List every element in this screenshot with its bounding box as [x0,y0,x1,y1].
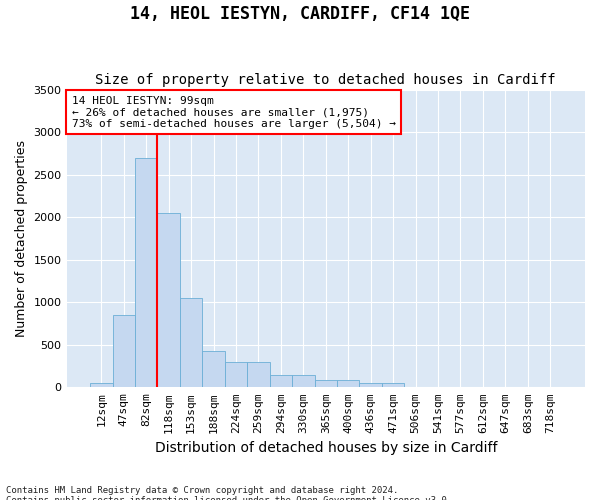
Bar [269,374,292,388]
Text: 14, HEOL IESTYN, CARDIFF, CF14 1QE: 14, HEOL IESTYN, CARDIFF, CF14 1QE [130,5,470,23]
Bar [225,362,247,388]
Bar [202,351,225,388]
Bar [113,315,135,388]
Bar [180,298,202,388]
Bar [382,383,404,388]
Bar [157,213,180,388]
Bar [90,383,113,388]
Y-axis label: Number of detached properties: Number of detached properties [15,140,28,337]
Bar [314,380,337,388]
Bar [135,158,157,388]
Bar [292,374,314,388]
Text: 14 HEOL IESTYN: 99sqm
← 26% of detached houses are smaller (1,975)
73% of semi-d: 14 HEOL IESTYN: 99sqm ← 26% of detached … [72,96,396,128]
Bar [247,362,269,388]
Text: Contains HM Land Registry data © Crown copyright and database right 2024.: Contains HM Land Registry data © Crown c… [6,486,398,495]
Title: Size of property relative to detached houses in Cardiff: Size of property relative to detached ho… [95,73,556,87]
Bar [337,380,359,388]
Text: Contains public sector information licensed under the Open Government Licence v3: Contains public sector information licen… [6,496,452,500]
Bar [359,383,382,388]
X-axis label: Distribution of detached houses by size in Cardiff: Distribution of detached houses by size … [155,441,497,455]
